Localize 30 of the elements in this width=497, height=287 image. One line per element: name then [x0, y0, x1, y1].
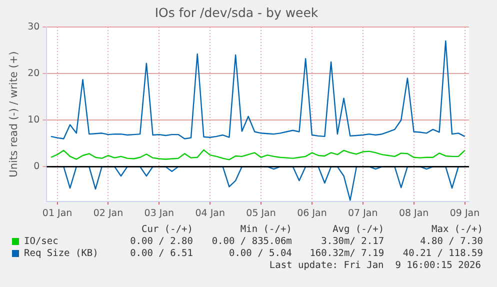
legend-label: IO/sec — [23, 236, 60, 248]
text: 40.21 / 118.59 — [402, 248, 484, 260]
x-tick-label: 02 Jan — [93, 208, 124, 219]
text: Cur (-/+) — [140, 224, 194, 236]
x-tick-label: 05 Jan — [246, 208, 276, 219]
x-tick-label: 01 Jan — [42, 208, 72, 219]
x-tick-label: 04 Jan — [195, 208, 225, 219]
text: 0.00 / 2.80 — [129, 236, 194, 248]
x-tick-label: 03 Jan — [144, 208, 174, 219]
y-axis-title: Units read (-) / write (+) — [8, 51, 20, 178]
y-tick-label: 10 — [28, 114, 40, 126]
text: Last update: Fri Jan 9 16:00:15 2026 — [268, 260, 482, 272]
text: Min (-/+) — [239, 224, 293, 236]
x-tick-label: 06 Jan — [297, 208, 327, 219]
y-tick-label: 30 — [28, 21, 40, 32]
text: 3.30m/ 2.17 — [320, 236, 386, 248]
x-tick-label: 07 Jan — [348, 208, 378, 219]
y-tick-label: 20 — [28, 68, 40, 80]
text: Avg (-/+) — [332, 224, 386, 236]
chart-title: IOs for /dev/sda - by week — [154, 4, 319, 20]
text: Max (-/+) — [430, 224, 484, 236]
text: 4.80 / 7.30 — [419, 236, 484, 248]
text: 0.00 / 6.51 — [129, 248, 194, 260]
text: 0.00 / 835.06m — [210, 236, 293, 248]
legend-label: Req Size (KB) — [23, 248, 100, 260]
y-tick-label: 0 — [34, 161, 40, 172]
x-tick-label: 08 Jan — [398, 208, 429, 219]
text: 160.32m/ 7.19 — [308, 248, 386, 260]
x-tick-label: 09 Jan — [450, 208, 480, 219]
text: 0.00 / 5.04 — [228, 248, 293, 260]
